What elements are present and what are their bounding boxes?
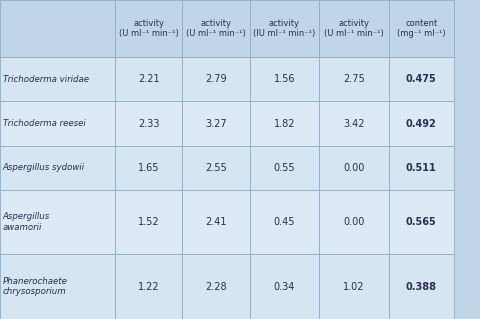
Bar xyxy=(115,190,182,255)
Bar xyxy=(182,146,250,190)
Bar xyxy=(250,0,319,57)
Text: 1.22: 1.22 xyxy=(138,282,160,292)
Text: 3.42: 3.42 xyxy=(343,119,365,129)
Bar xyxy=(182,0,250,57)
Bar xyxy=(115,146,182,190)
Bar xyxy=(115,57,182,101)
Bar xyxy=(319,146,389,190)
Bar xyxy=(389,57,454,101)
Bar xyxy=(319,0,389,57)
Text: Trichoderma reesei: Trichoderma reesei xyxy=(3,119,85,128)
Bar xyxy=(0,255,115,319)
Bar xyxy=(0,190,115,255)
Text: 2.28: 2.28 xyxy=(205,282,227,292)
Text: 0.55: 0.55 xyxy=(274,163,295,173)
Bar xyxy=(182,190,250,255)
Bar xyxy=(389,101,454,146)
Text: 1.82: 1.82 xyxy=(274,119,295,129)
Text: 1.52: 1.52 xyxy=(138,217,160,227)
Bar xyxy=(319,101,389,146)
Text: 0.565: 0.565 xyxy=(406,217,437,227)
Text: 0.00: 0.00 xyxy=(343,217,365,227)
Text: 1.65: 1.65 xyxy=(138,163,159,173)
Bar xyxy=(389,146,454,190)
Bar xyxy=(115,0,182,57)
Text: 2.75: 2.75 xyxy=(343,74,365,84)
Text: 1.02: 1.02 xyxy=(343,282,365,292)
Text: 2.21: 2.21 xyxy=(138,74,160,84)
Text: 0.00: 0.00 xyxy=(343,163,365,173)
Text: 2.41: 2.41 xyxy=(205,217,227,227)
Text: activity
(U ml⁻¹ min⁻¹): activity (U ml⁻¹ min⁻¹) xyxy=(186,19,246,38)
Text: Aspergillus
awamorii: Aspergillus awamorii xyxy=(3,212,50,232)
Bar xyxy=(0,146,115,190)
Bar xyxy=(250,190,319,255)
Bar xyxy=(115,255,182,319)
Text: 0.492: 0.492 xyxy=(406,119,437,129)
Bar xyxy=(0,101,115,146)
Text: Phanerochaete
chrysosporium: Phanerochaete chrysosporium xyxy=(3,277,68,296)
Bar xyxy=(0,0,115,57)
Bar xyxy=(250,57,319,101)
Text: 1.56: 1.56 xyxy=(274,74,295,84)
Bar xyxy=(389,190,454,255)
Bar xyxy=(115,101,182,146)
Text: 2.79: 2.79 xyxy=(205,74,227,84)
Bar xyxy=(319,190,389,255)
Text: Aspergillus sydowii: Aspergillus sydowii xyxy=(3,163,85,172)
Bar xyxy=(182,255,250,319)
Text: 0.475: 0.475 xyxy=(406,74,437,84)
Text: activity
(U ml⁻¹ min⁻¹): activity (U ml⁻¹ min⁻¹) xyxy=(324,19,384,38)
Text: activity
(IU ml⁻¹ min⁻¹): activity (IU ml⁻¹ min⁻¹) xyxy=(253,19,315,38)
Bar xyxy=(389,255,454,319)
Bar xyxy=(250,146,319,190)
Bar xyxy=(319,255,389,319)
Bar xyxy=(319,57,389,101)
Bar xyxy=(182,57,250,101)
Text: Trichoderma viridae: Trichoderma viridae xyxy=(3,75,89,84)
Bar xyxy=(250,101,319,146)
Bar xyxy=(389,0,454,57)
Text: 2.33: 2.33 xyxy=(138,119,159,129)
Text: 0.45: 0.45 xyxy=(274,217,295,227)
Text: activity
(U ml⁻¹ min⁻¹): activity (U ml⁻¹ min⁻¹) xyxy=(119,19,179,38)
Text: 0.388: 0.388 xyxy=(406,282,437,292)
Text: 0.511: 0.511 xyxy=(406,163,437,173)
Bar xyxy=(182,101,250,146)
Text: 2.55: 2.55 xyxy=(205,163,227,173)
Text: content
(mg⁻¹ ml⁻¹): content (mg⁻¹ ml⁻¹) xyxy=(397,19,445,38)
Bar xyxy=(250,255,319,319)
Text: 3.27: 3.27 xyxy=(205,119,227,129)
Text: 0.34: 0.34 xyxy=(274,282,295,292)
Bar xyxy=(0,57,115,101)
